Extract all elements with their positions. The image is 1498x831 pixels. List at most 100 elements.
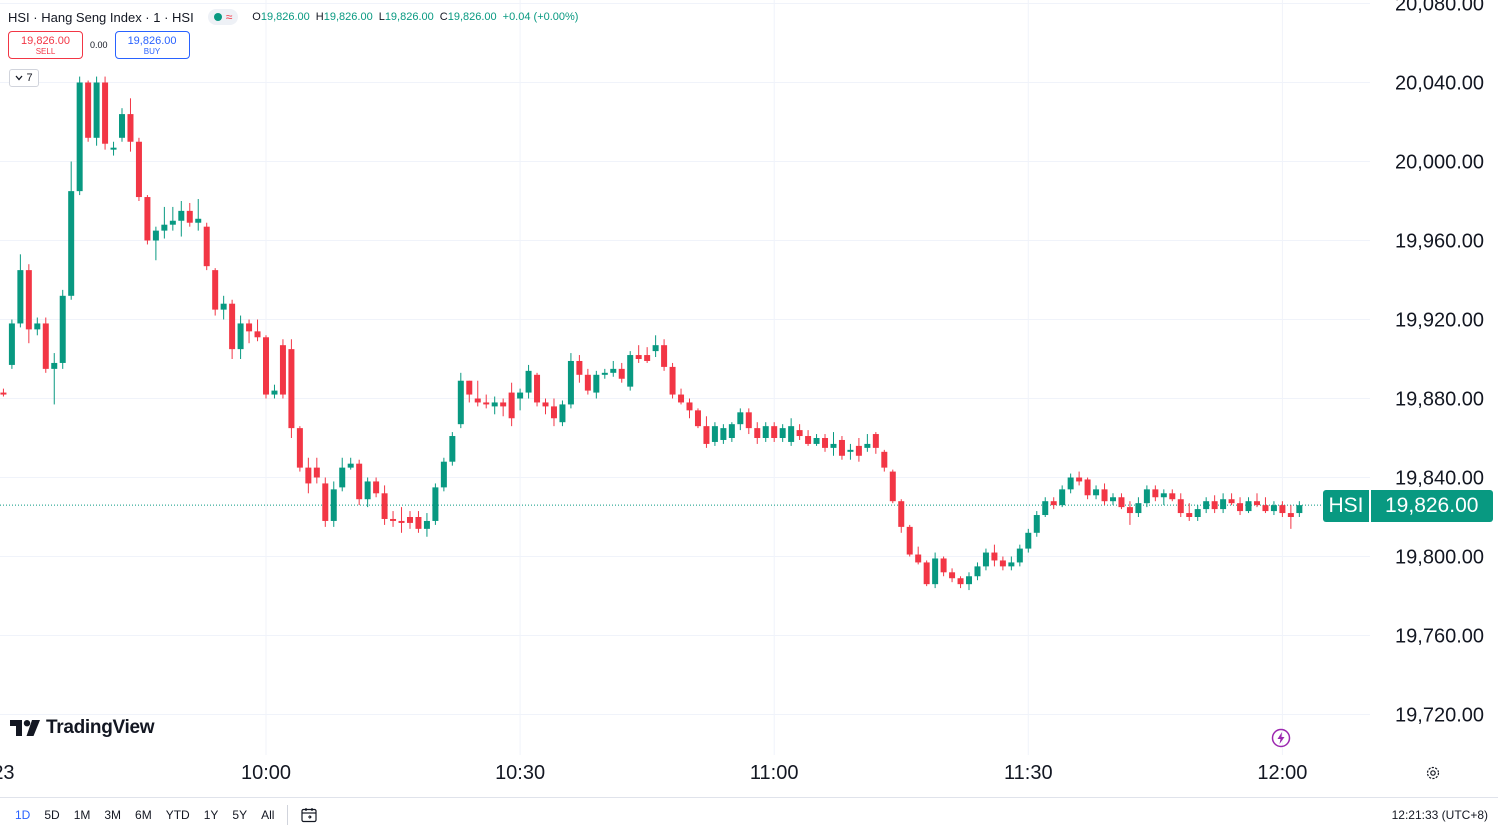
- x-tick-label: 11:30: [1004, 762, 1053, 784]
- candle: [1033, 511, 1040, 537]
- logo-text: TradingView: [46, 717, 155, 738]
- lightning-icon[interactable]: [1271, 728, 1291, 753]
- candle: [1253, 493, 1260, 508]
- candle: [974, 562, 981, 581]
- sell-price: 19,826.00: [21, 34, 70, 47]
- candle: [915, 546, 922, 565]
- date-range-selector: 1D 5D 1M 3M 6M YTD 1Y 5Y All: [8, 798, 324, 831]
- low-label: L: [378, 11, 385, 23]
- candle: [51, 353, 58, 405]
- y-tick-label: 19,760.00: [1395, 626, 1484, 648]
- candle: [93, 76, 100, 146]
- candle: [1203, 497, 1210, 514]
- candle: [703, 416, 710, 448]
- ohlc-values: O19,826.00 H19,826.00 L19,826.00 C19,826…: [252, 11, 578, 23]
- candle: [186, 202, 193, 227]
- price-tag-symbol: HSI: [1323, 490, 1369, 522]
- candle: [1237, 497, 1244, 516]
- candle: [432, 483, 439, 525]
- candle: [1110, 493, 1116, 506]
- candle: [1228, 493, 1235, 506]
- candle: [0, 388, 7, 397]
- candle: [517, 388, 524, 411]
- candle: [1296, 501, 1303, 517]
- range-1m[interactable]: 1M: [73, 807, 91, 822]
- change-value: +0.04 (+0.00%): [502, 11, 579, 23]
- candle: [474, 380, 481, 407]
- candle: [796, 424, 803, 440]
- clock-timezone[interactable]: 12:21:33 (UTC+8): [1391, 807, 1488, 822]
- buy-label: BUY: [143, 46, 161, 56]
- tradingview-logo[interactable]: TradingView: [10, 717, 155, 739]
- settings-gear-icon[interactable]: [1425, 765, 1441, 786]
- candles: [0, 76, 1303, 591]
- candle: [601, 368, 608, 379]
- candle: [1245, 497, 1252, 514]
- candle: [119, 108, 126, 142]
- candle: [246, 319, 253, 344]
- candle: [1177, 493, 1184, 517]
- sell-label: SELL: [35, 46, 56, 56]
- candle: [838, 436, 845, 460]
- candle: [627, 351, 634, 391]
- price-axis[interactable]: 20,080.00 20,040.00 20,000.00 19,960.00 19,9…: [1395, 0, 1484, 727]
- candle: [1067, 473, 1074, 494]
- market-status-pill[interactable]: ≈: [207, 9, 239, 25]
- candle: [584, 368, 591, 395]
- symbol-title[interactable]: HSI · Hang Seng Index · 1 · HSI: [8, 9, 194, 25]
- candle: [822, 434, 829, 452]
- candle: [508, 382, 515, 427]
- candle: [466, 380, 473, 403]
- market-open-dot-icon: [213, 13, 222, 21]
- y-tick-label: 19,920.00: [1395, 310, 1484, 332]
- range-5d[interactable]: 5D: [44, 807, 60, 822]
- range-6m[interactable]: 6M: [135, 807, 152, 822]
- candle: [491, 396, 498, 415]
- candle: [864, 434, 871, 452]
- sell-button[interactable]: 19,826.00 SELL: [8, 31, 83, 59]
- candle: [550, 398, 557, 427]
- candle: [1008, 556, 1015, 571]
- candle: [788, 418, 795, 446]
- candle: [1093, 485, 1100, 500]
- candle: [212, 268, 219, 316]
- candle: [830, 432, 837, 456]
- y-tick-label: 20,040.00: [1395, 73, 1484, 95]
- candle: [711, 422, 718, 446]
- tradingview-logo-icon: [10, 720, 40, 736]
- range-3m[interactable]: 3M: [104, 807, 122, 822]
- candle: [982, 548, 989, 571]
- range-1y[interactable]: 1Y: [203, 807, 219, 822]
- candle: [1279, 501, 1286, 517]
- time-axis[interactable]: 23 10:00 10:30 11:00 11:30 12:00: [0, 762, 1307, 784]
- candlestick-chart[interactable]: 20,080.00 20,040.00 20,000.00 19,960.00 19,9…: [0, 0, 1498, 797]
- candle: [423, 513, 430, 537]
- candle: [754, 422, 761, 444]
- go-to-date-calendar-icon[interactable]: [294, 806, 324, 824]
- candle: [483, 394, 490, 409]
- candle: [940, 556, 947, 577]
- candle: [390, 511, 397, 527]
- range-1d[interactable]: 1D: [15, 807, 31, 822]
- candle: [1016, 544, 1023, 567]
- x-tick-label: 10:00: [241, 762, 291, 784]
- y-tick-label: 19,960.00: [1395, 231, 1484, 253]
- y-tick-label: 19,880.00: [1395, 389, 1484, 411]
- range-5y[interactable]: 5Y: [232, 807, 248, 822]
- buy-button[interactable]: 19,826.00 BUY: [114, 31, 190, 59]
- candle: [102, 76, 109, 150]
- candle: [76, 76, 83, 196]
- candle: [8, 319, 15, 369]
- indicators-toggle-button[interactable]: 7: [9, 69, 39, 87]
- candle: [957, 576, 964, 589]
- candle: [855, 438, 862, 462]
- candle: [1101, 483, 1108, 506]
- candle: [17, 254, 24, 328]
- range-all[interactable]: All: [261, 807, 275, 822]
- candle: [737, 408, 744, 431]
- close-value: 19,826.00: [447, 11, 497, 23]
- candle: [906, 524, 913, 557]
- range-ytd[interactable]: YTD: [165, 807, 190, 822]
- buy-price: 19,826.00: [127, 34, 177, 47]
- candle: [559, 400, 566, 427]
